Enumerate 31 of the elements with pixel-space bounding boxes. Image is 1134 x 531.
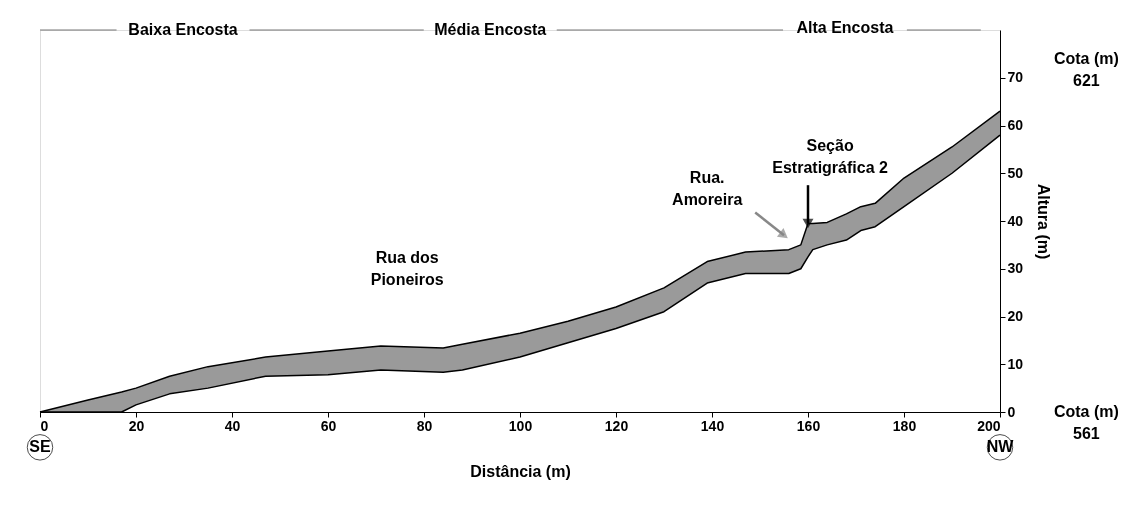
x-tick-label: 160	[796, 417, 821, 434]
annotation: Rua. Amoreira	[672, 169, 743, 208]
x-tick-label: 20	[128, 417, 145, 434]
x-tick-label: 140	[700, 417, 725, 434]
text: SE	[29, 438, 51, 456]
x-tick-label: 120	[604, 417, 629, 434]
x-tick-label: 100	[508, 417, 533, 434]
x-tick-label: 40	[224, 417, 241, 434]
annotation: Baixa Encosta	[128, 21, 238, 38]
y-tick-label: 60	[1007, 117, 1024, 133]
y-tick-label: 0	[1007, 403, 1016, 420]
text: NW	[986, 438, 1015, 456]
text: Cota (m) 561	[1053, 403, 1119, 442]
y-tick-label: 50	[1007, 164, 1024, 181]
y-axis-title: Altura (m)	[1035, 183, 1053, 260]
x-tick-label: 200	[977, 417, 1001, 434]
x-tick-label: 0	[40, 417, 49, 434]
x-tick-label: 80	[416, 417, 433, 434]
x-tick-label: 60	[320, 417, 337, 434]
y-tick-label: 20	[1007, 308, 1024, 324]
y-tick-label: 70	[1007, 69, 1024, 86]
annotation: Seção Estratigráfica 2	[772, 136, 888, 176]
y-tick-label: 40	[1007, 212, 1024, 229]
annotation: Rua dos Pioneiros	[370, 249, 444, 289]
x-axis-title: Distância (m)	[470, 462, 571, 480]
y-tick-label: 30	[1007, 260, 1024, 277]
annotation: Média Encosta	[434, 21, 547, 38]
annotation: Alta Encosta	[796, 18, 894, 36]
x-tick-label: 180	[892, 417, 917, 434]
y-tick-label: 10	[1007, 355, 1024, 372]
text: Cota (m) 621	[1053, 49, 1119, 89]
